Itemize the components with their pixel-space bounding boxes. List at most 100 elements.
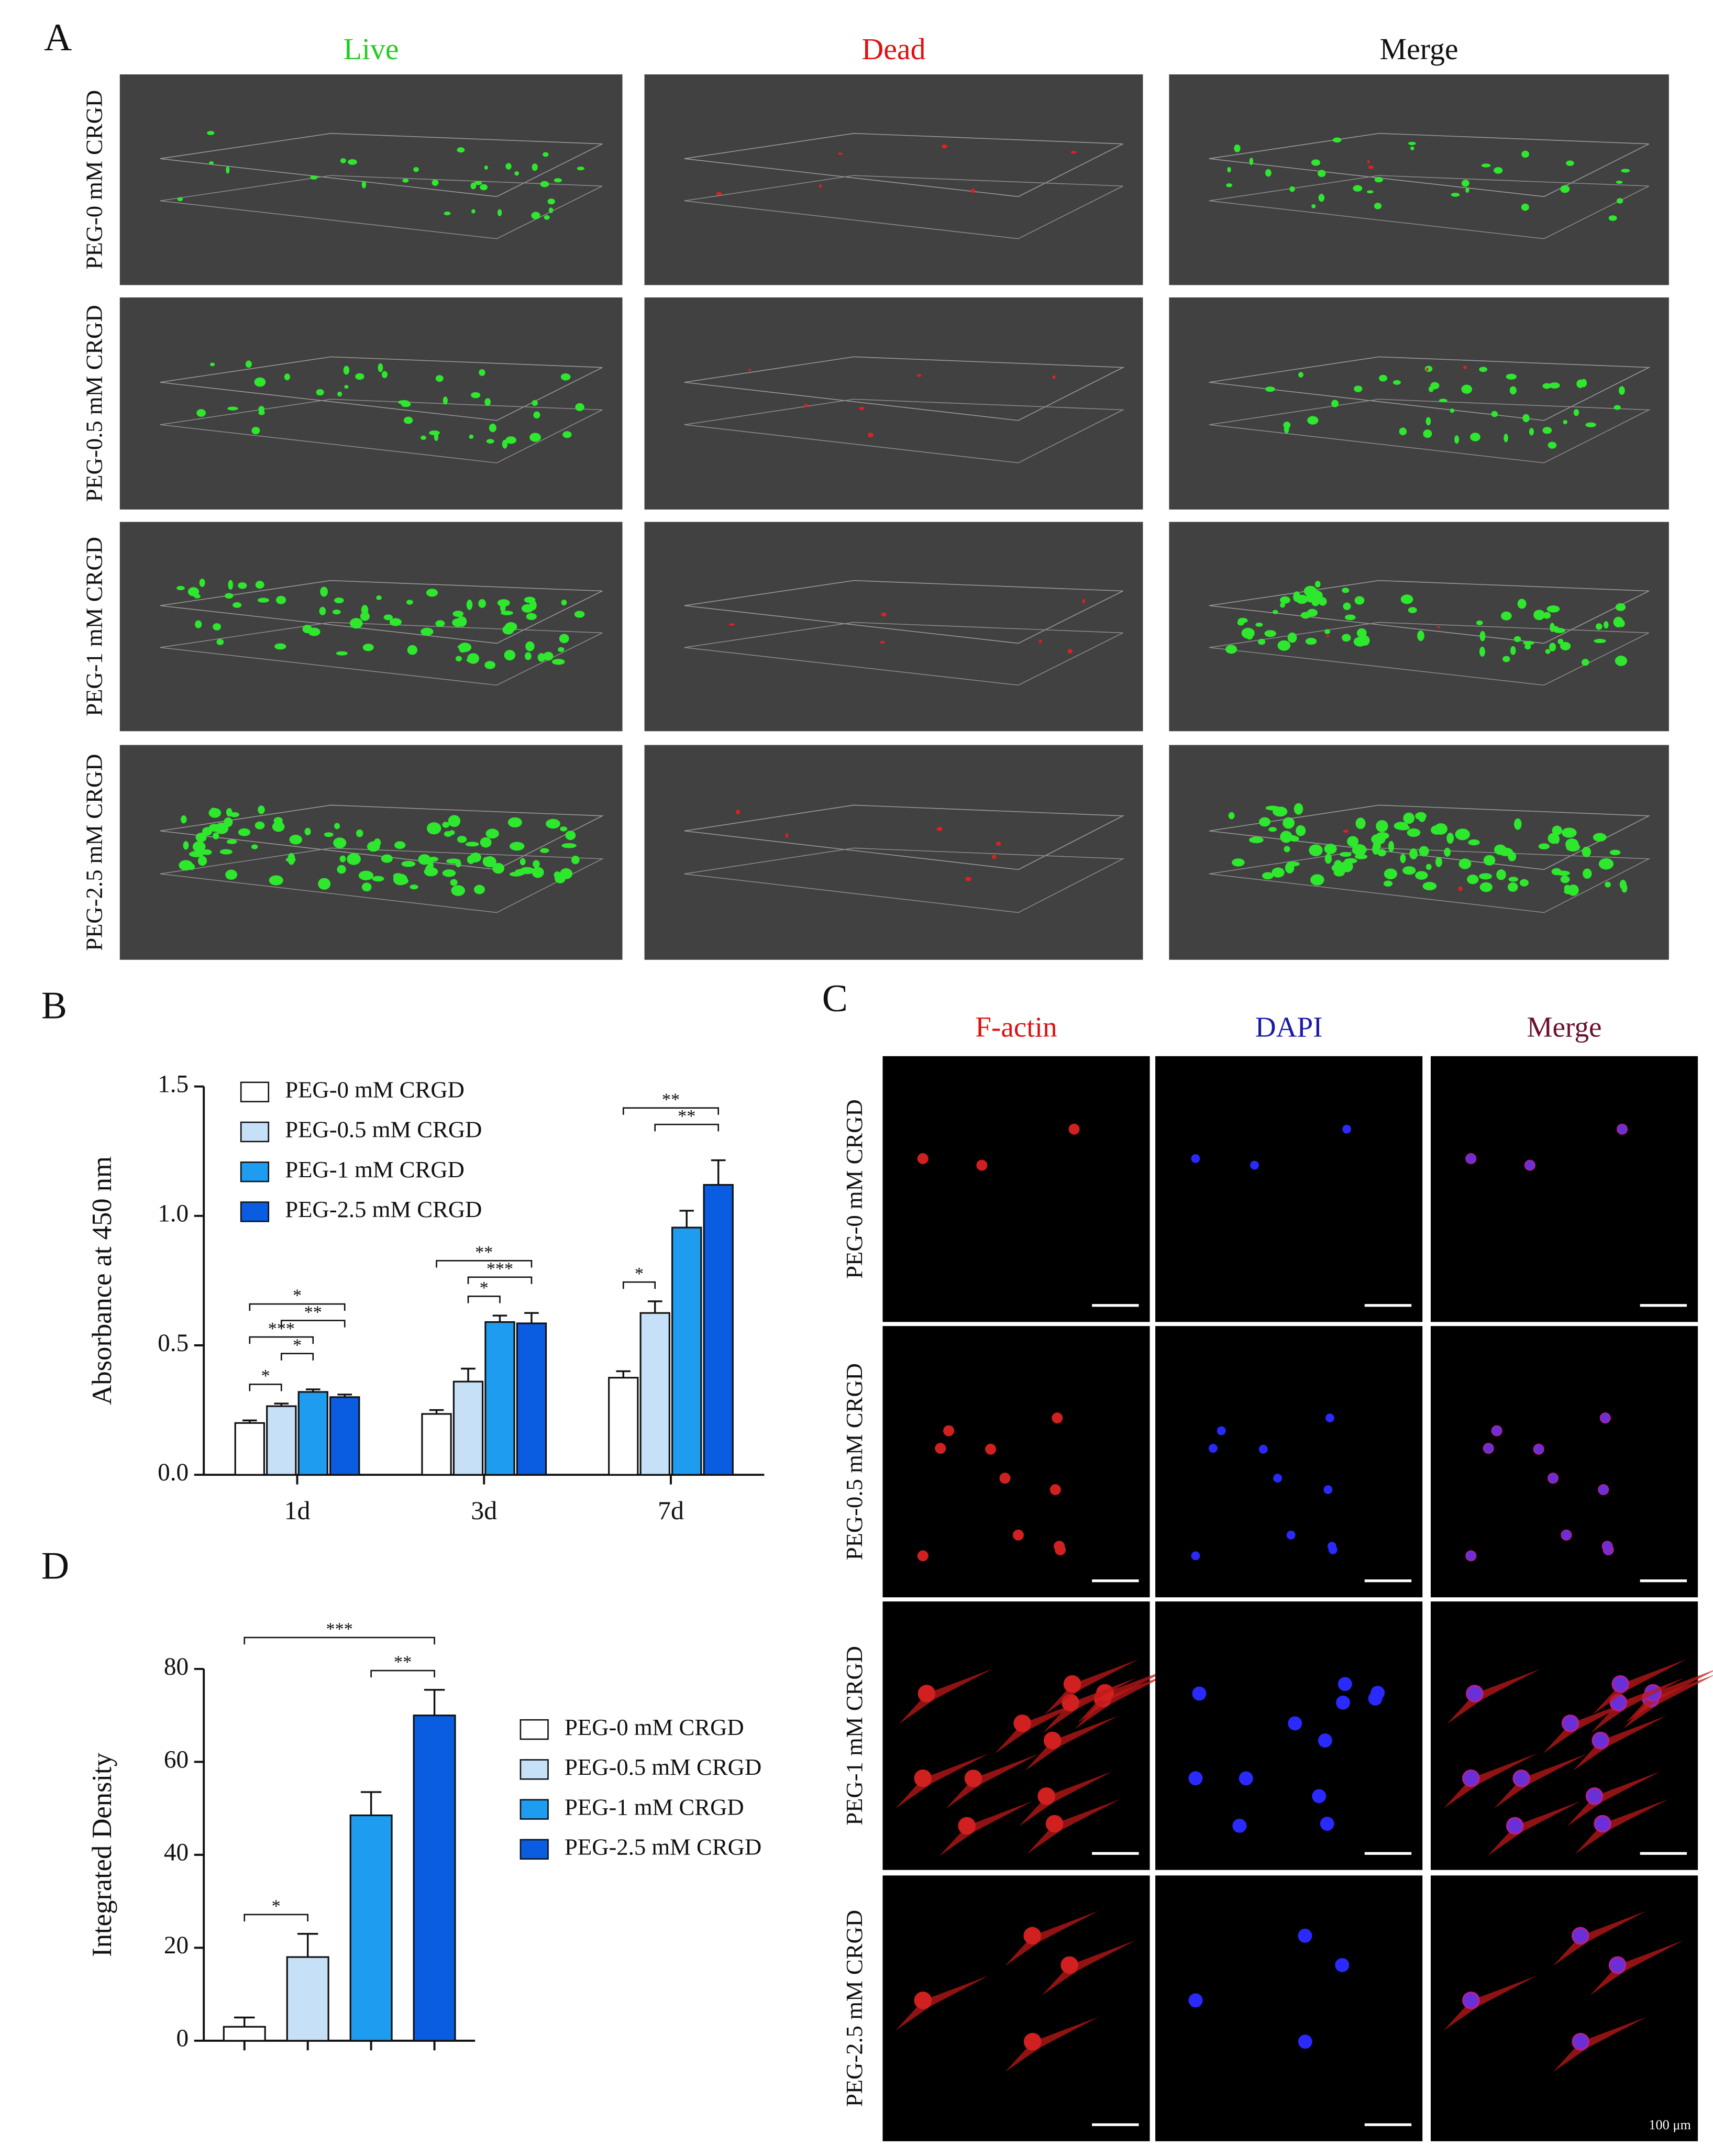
cell-dot: [484, 165, 488, 170]
cell-dot: [1501, 611, 1512, 621]
cell-dot: [209, 161, 214, 165]
cell-dot: [544, 215, 550, 220]
cell-dot: [1522, 414, 1530, 423]
cell-dot: [216, 639, 224, 645]
cell-dot: [1422, 882, 1437, 891]
x-tick-label: 1d: [284, 1496, 311, 1525]
cell-dot: [1549, 643, 1556, 651]
cell-dot: [398, 400, 410, 404]
cell-dot: [837, 152, 843, 155]
cell-dot: [418, 854, 431, 865]
cell-dot: [1311, 204, 1316, 208]
cell-dot: [471, 392, 481, 399]
cell-dot: [575, 403, 584, 412]
cell-dot: [1383, 880, 1393, 887]
cell: [964, 1770, 982, 1787]
cell-dot: [1508, 877, 1518, 882]
cell-dot: [1521, 150, 1530, 158]
cell-dot: [1265, 386, 1275, 392]
legend-label: PEG-2.5 mM CRGD: [565, 1834, 761, 1860]
cell-dot: [502, 625, 514, 635]
cell-dot: [304, 827, 311, 836]
y-tick-label: 0.5: [158, 1330, 189, 1357]
cell-dot: [1237, 617, 1248, 623]
column-header: DAPI: [1255, 1011, 1323, 1043]
cell-dot: [389, 618, 402, 626]
cell-dot: [202, 827, 213, 836]
cell-dot: [1436, 626, 1440, 628]
cell-dot: [478, 599, 486, 608]
cell-dot: [195, 620, 202, 628]
volume-outline: [684, 622, 1123, 686]
nucleus: [1464, 1771, 1478, 1786]
cell-dot: [1543, 612, 1551, 619]
cell-dot: [1608, 215, 1617, 221]
cell-dot: [1483, 855, 1496, 866]
cell-dot: [473, 884, 485, 894]
cell-dot: [560, 373, 571, 381]
cell-dot: [1353, 185, 1363, 192]
cell-dot: [449, 830, 455, 835]
cell-dot: [1408, 141, 1416, 146]
cell-dot: [226, 839, 237, 844]
cell-dot: [288, 853, 295, 865]
cell-dot: [1038, 639, 1042, 644]
cell-dot: [361, 882, 372, 892]
cell-dot: [736, 810, 740, 815]
micrograph: [1169, 297, 1669, 510]
bar: [329, 1396, 360, 1476]
cell-dot: [1410, 146, 1414, 150]
cell-dot: [421, 435, 426, 440]
legend-swatch: [520, 1759, 549, 1780]
micrograph: [1169, 74, 1669, 285]
row-label: PEG-0.5 mM CRGD: [81, 305, 107, 502]
nucleus: [1466, 1551, 1476, 1561]
nucleus: [1587, 1789, 1602, 1804]
nucleus: [1467, 1686, 1482, 1701]
cell-dot: [505, 163, 512, 170]
cell-dot: [1542, 383, 1551, 389]
cell-dot: [466, 657, 479, 663]
cell-dot: [1455, 828, 1470, 841]
cell-dot: [348, 159, 357, 165]
cell-dot: [543, 152, 549, 157]
significance-bracket: [280, 1320, 346, 1328]
cell-dot: [1354, 596, 1365, 605]
nucleus: [1250, 1160, 1259, 1170]
nucleus: [1327, 1542, 1336, 1551]
cell-dot: [1615, 603, 1626, 611]
volume-outline: [684, 132, 1123, 197]
cell-dot: [1430, 382, 1440, 390]
significance-label: **: [678, 1107, 695, 1126]
row-label: PEG-1 mM CRGD: [81, 537, 107, 716]
nucleus: [1323, 1485, 1333, 1494]
cell-dot: [1344, 614, 1356, 621]
cell-dot: [1564, 884, 1571, 892]
cell-dot: [525, 641, 535, 651]
cell-dot: [402, 179, 409, 183]
cell-dot: [1309, 844, 1323, 856]
actin: [1625, 1670, 1713, 1723]
cell-dot: [1465, 187, 1469, 193]
bar: [452, 1380, 484, 1476]
cell: [943, 1425, 955, 1436]
micrograph: [644, 74, 1143, 285]
cell-dot: [529, 433, 541, 442]
cell-dot: [1296, 825, 1306, 836]
cell-dot: [1621, 169, 1630, 173]
cell-dot: [1402, 866, 1416, 875]
cell-dot: [1552, 825, 1562, 836]
cell-dot: [1377, 849, 1386, 857]
cell-dot: [562, 431, 572, 438]
cell-dot: [435, 375, 444, 382]
micrograph: [1155, 1056, 1423, 1322]
cell-dot: [1289, 186, 1295, 192]
significance-bracket: [467, 1276, 533, 1284]
cell-dot: [176, 585, 185, 591]
significance-bracket: [654, 1123, 719, 1132]
cell-dot: [376, 595, 382, 600]
cell-dot: [1318, 597, 1327, 606]
cell-dot: [991, 855, 997, 859]
nucleus: [1573, 1928, 1588, 1943]
significance-bracket: [622, 1107, 719, 1115]
